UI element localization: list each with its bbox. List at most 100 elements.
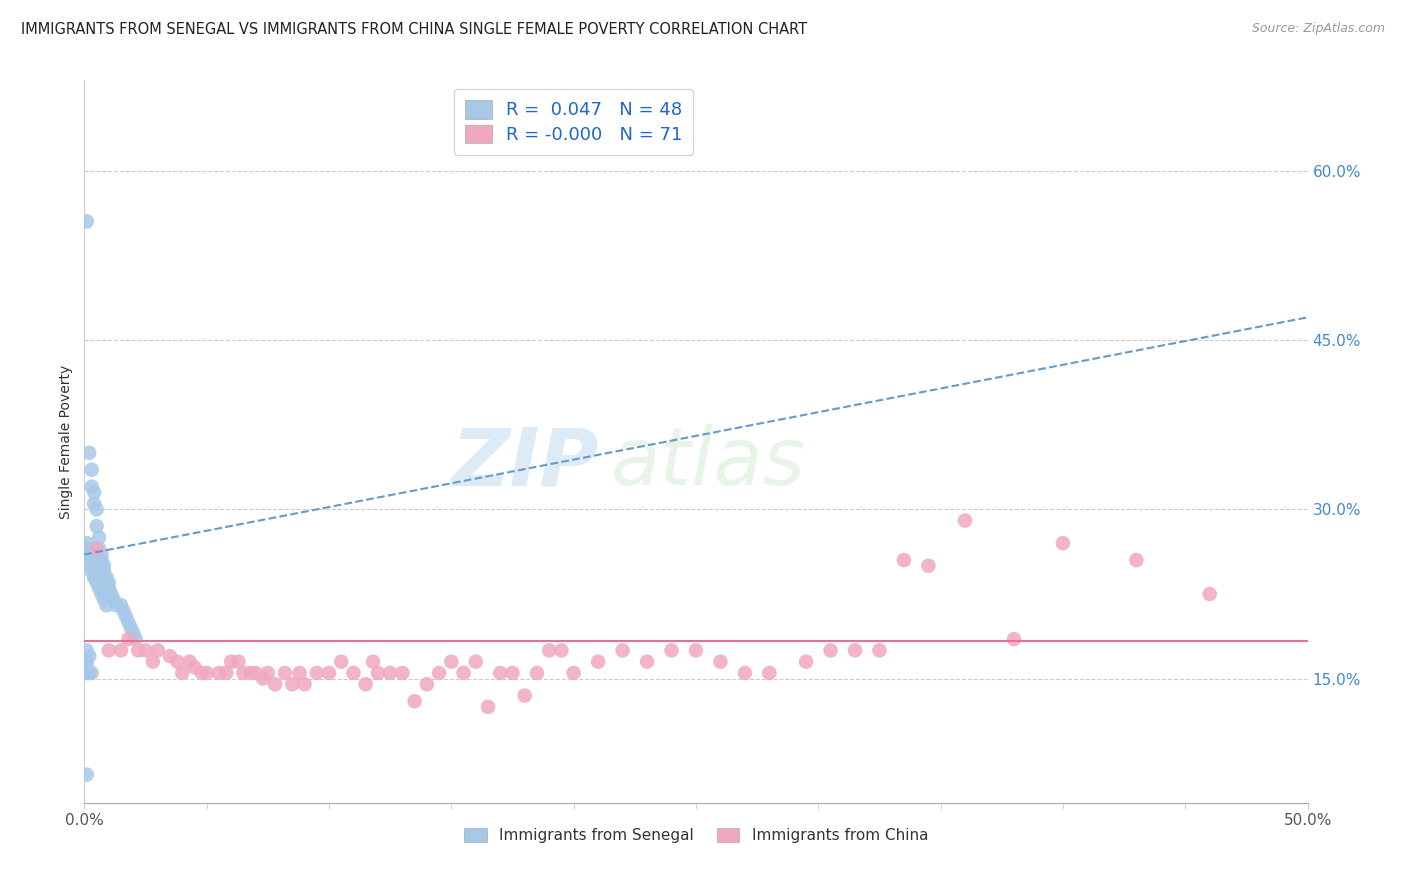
Point [477,699,499,714]
Point [159,648,181,663]
Point [953,514,976,528]
Point [93,565,115,579]
Point [427,665,450,680]
Point [105,599,128,613]
Point [502,665,524,680]
Point [86,575,108,590]
Point [97,582,120,596]
Point [281,677,304,691]
Text: ZIP: ZIP [451,425,598,502]
Point [367,665,389,680]
Point [794,655,817,669]
Point [391,665,413,680]
Point [844,643,866,657]
Point [513,689,536,703]
Point [76,665,98,680]
Point [80,463,103,477]
Point [453,665,475,680]
Point [489,665,512,680]
Point [117,615,139,630]
Point [550,643,572,657]
Point [83,570,105,584]
Point [76,643,98,657]
Point [734,665,756,680]
Point [76,214,98,228]
Point [219,655,242,669]
Point [1198,587,1220,601]
Point [80,480,103,494]
Point [142,655,165,669]
Point [76,541,98,556]
Point [110,643,132,657]
Point [90,587,112,601]
Point [125,632,148,646]
Point [112,604,135,618]
Point [96,570,118,584]
Point [416,677,439,691]
Point [274,665,297,680]
Point [1002,632,1025,646]
Point [76,660,98,674]
Point [228,655,250,669]
Point [77,446,100,460]
Point [87,582,110,596]
Point [342,665,364,680]
Point [166,655,188,669]
Point [191,665,214,680]
Point [83,570,105,584]
Point [318,665,340,680]
Point [526,665,548,680]
Text: atlas: atlas [610,425,806,502]
Point [685,643,707,657]
Point [90,553,112,567]
Point [562,665,585,680]
Point [820,643,842,657]
Point [636,655,658,669]
Point [97,643,120,657]
Point [464,655,486,669]
Point [77,665,100,680]
Point [120,621,142,635]
Point [83,497,105,511]
Point [86,519,108,533]
Point [77,648,100,663]
Point [87,531,110,545]
Text: IMMIGRANTS FROM SENEGAL VS IMMIGRANTS FROM CHINA SINGLE FEMALE POVERTY CORRELATI: IMMIGRANTS FROM SENEGAL VS IMMIGRANTS FR… [21,22,807,37]
Point [440,655,463,669]
Point [288,665,311,680]
Text: Source: ZipAtlas.com: Source: ZipAtlas.com [1251,22,1385,36]
Point [709,655,731,669]
Point [404,694,426,708]
Point [90,548,112,562]
Point [93,592,115,607]
Point [80,558,103,573]
Point [917,558,939,573]
Point [354,677,377,691]
Point [100,587,122,601]
Point [110,599,132,613]
Point [195,665,218,680]
Point [239,665,262,680]
Point [1125,553,1147,567]
Point [305,665,328,680]
Y-axis label: Single Female Poverty: Single Female Poverty [59,365,73,518]
Point [208,665,231,680]
Point [115,609,138,624]
Point [612,643,634,657]
Point [257,665,280,680]
Point [76,655,98,669]
Point [869,643,891,657]
Point [264,677,287,691]
Point [127,643,149,657]
Point [103,592,125,607]
Point [97,575,120,590]
Point [122,626,145,640]
Point [183,660,205,674]
Point [380,665,402,680]
Legend: Immigrants from Senegal, Immigrants from China: Immigrants from Senegal, Immigrants from… [457,822,935,849]
Point [172,665,194,680]
Point [586,655,609,669]
Point [87,541,110,556]
Point [893,553,915,567]
Point [76,536,98,550]
